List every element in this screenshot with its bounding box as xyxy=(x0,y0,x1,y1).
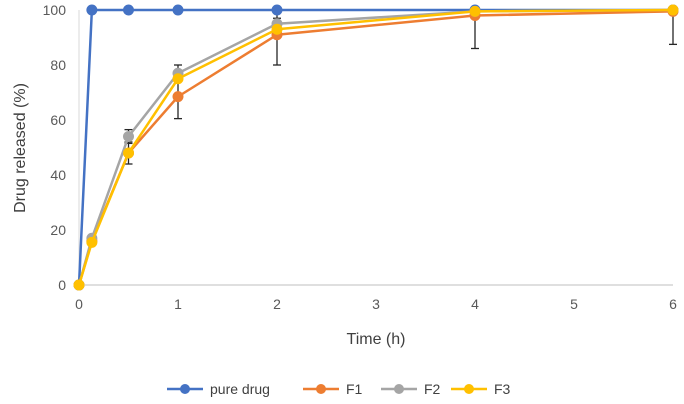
x-tick-label: 6 xyxy=(669,296,677,312)
legend-item: F1 xyxy=(303,381,363,397)
x-tick-label: 4 xyxy=(471,296,479,312)
data-point xyxy=(86,236,98,248)
y-tick-label: 40 xyxy=(50,167,66,183)
series-line xyxy=(77,10,674,286)
series-group xyxy=(73,4,679,291)
series-line xyxy=(77,8,673,286)
data-point xyxy=(469,5,481,17)
legend-swatch-marker xyxy=(394,384,404,394)
series-line xyxy=(77,8,674,286)
x-tick-labels: 0 1 2 3 4 5 6 xyxy=(75,296,677,312)
legend-item: F3 xyxy=(451,381,511,397)
series-pure-drug xyxy=(73,4,679,291)
series-f3 xyxy=(73,4,679,291)
legend-item: F2 xyxy=(381,381,441,397)
data-point xyxy=(123,131,134,142)
error-bars xyxy=(124,9,677,165)
y-tick-label: 0 xyxy=(58,277,66,293)
series-f1 xyxy=(73,5,679,291)
data-point xyxy=(123,147,134,159)
series-line xyxy=(77,8,674,286)
x-tick-label: 0 xyxy=(75,296,83,312)
y-tick-labels: 0 20 40 60 80 100 xyxy=(43,2,67,293)
y-tick-label: 20 xyxy=(50,222,66,238)
y-axis-title: Drug released (%) xyxy=(12,83,29,213)
data-point xyxy=(271,23,283,35)
x-tick-label: 2 xyxy=(273,296,281,312)
data-point xyxy=(86,4,98,16)
y-tick-label: 60 xyxy=(50,112,66,128)
data-point xyxy=(172,4,184,16)
data-point xyxy=(172,73,184,85)
x-tick-label: 3 xyxy=(372,296,380,312)
series-f2 xyxy=(73,4,679,291)
legend-swatch-marker xyxy=(316,384,326,394)
data-point xyxy=(271,4,283,16)
x-tick-label: 1 xyxy=(174,296,182,312)
legend-label: F3 xyxy=(494,381,511,397)
data-point xyxy=(172,91,184,103)
legend-swatch-marker xyxy=(464,384,474,394)
legend-label: F1 xyxy=(346,381,363,397)
legend-label: F2 xyxy=(424,381,441,397)
y-tick-label: 100 xyxy=(43,2,67,18)
x-axis-title: Time (h) xyxy=(347,331,406,348)
data-point xyxy=(667,4,679,16)
axes xyxy=(78,10,673,286)
y-tick-label: 80 xyxy=(50,57,66,73)
data-point xyxy=(123,4,134,16)
x-tick-label: 5 xyxy=(570,296,578,312)
legend-swatch-marker xyxy=(180,384,190,394)
legend-item: pure drug xyxy=(167,381,270,397)
legend: pure drug F1 F2 F3 xyxy=(167,381,511,397)
data-point xyxy=(73,279,85,291)
legend-label: pure drug xyxy=(210,381,270,397)
